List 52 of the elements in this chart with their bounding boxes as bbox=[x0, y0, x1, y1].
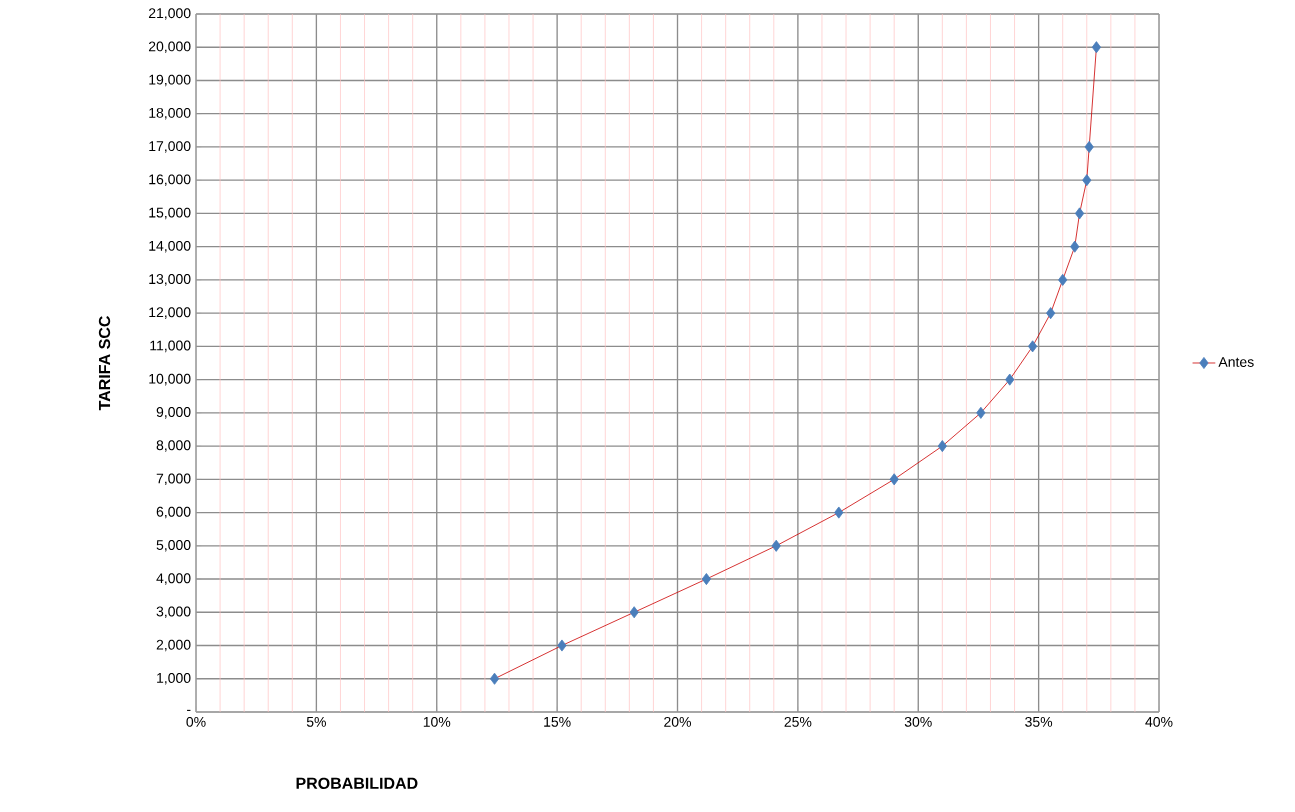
y-tick-label: 9,000 bbox=[156, 407, 191, 419]
point bbox=[701, 573, 711, 586]
point bbox=[1082, 174, 1092, 187]
x-tick-label: 15% bbox=[544, 716, 571, 727]
y-tick-label: - bbox=[187, 709, 191, 711]
point bbox=[629, 606, 639, 619]
y-tick-label: 8,000 bbox=[156, 440, 191, 452]
y-tick-label: 7,000 bbox=[156, 473, 191, 486]
point bbox=[976, 406, 986, 419]
x-tick-label: 30% bbox=[904, 716, 932, 727]
x-tick-label: 25% bbox=[784, 716, 812, 727]
y-tick-label: 15,000 bbox=[149, 207, 191, 220]
y-tick-label: 11,000 bbox=[150, 340, 191, 353]
point bbox=[1084, 140, 1094, 153]
point bbox=[557, 639, 567, 652]
y-tick-label: 13,000 bbox=[149, 274, 191, 286]
point bbox=[771, 539, 781, 552]
point bbox=[834, 506, 844, 519]
y-tick-label: 5,000 bbox=[156, 540, 191, 552]
y-tick-label: 2,000 bbox=[156, 639, 191, 652]
y-tick-label: 6,000 bbox=[156, 506, 191, 519]
y-tick-label: 14,000 bbox=[149, 240, 191, 253]
x-tick-label: 35% bbox=[1025, 716, 1053, 727]
point bbox=[937, 440, 947, 453]
x-tick-label: 10% bbox=[423, 716, 451, 727]
y-tick-label: 20,000 bbox=[148, 41, 191, 54]
x-tick-label: 40% bbox=[1145, 716, 1173, 727]
x-tick-label: 5% bbox=[306, 716, 326, 727]
y-tick-label: 18,000 bbox=[149, 107, 191, 120]
y-tick-label: 3,000 bbox=[156, 606, 191, 619]
legend-label: Antes bbox=[1218, 357, 1254, 367]
point bbox=[1091, 41, 1102, 54]
y-axis-title: TARIFA SCC bbox=[98, 316, 111, 411]
y-tick-label: 4,000 bbox=[156, 573, 191, 585]
x-axis-title: PROBABILIDAD bbox=[296, 777, 418, 789]
point bbox=[1070, 240, 1080, 253]
y-tick-label: 1,000 bbox=[157, 672, 191, 685]
point bbox=[489, 672, 500, 685]
y-tick-label: 10,000 bbox=[149, 373, 191, 386]
point bbox=[1005, 373, 1015, 386]
point bbox=[1046, 307, 1056, 320]
point bbox=[1074, 207, 1085, 220]
y-tick-label: 21,000 bbox=[148, 8, 191, 20]
point bbox=[1028, 340, 1038, 353]
x-tick-label: 20% bbox=[664, 716, 692, 727]
y-tick-label: 17,000 bbox=[149, 141, 191, 153]
y-tick-label: 19,000 bbox=[149, 74, 191, 87]
point bbox=[1058, 273, 1068, 286]
x-tick-label: 0% bbox=[186, 716, 206, 727]
y-tick-label: 12,000 bbox=[149, 307, 191, 319]
point bbox=[889, 473, 899, 486]
y-tick-label: 16,000 bbox=[149, 174, 191, 186]
